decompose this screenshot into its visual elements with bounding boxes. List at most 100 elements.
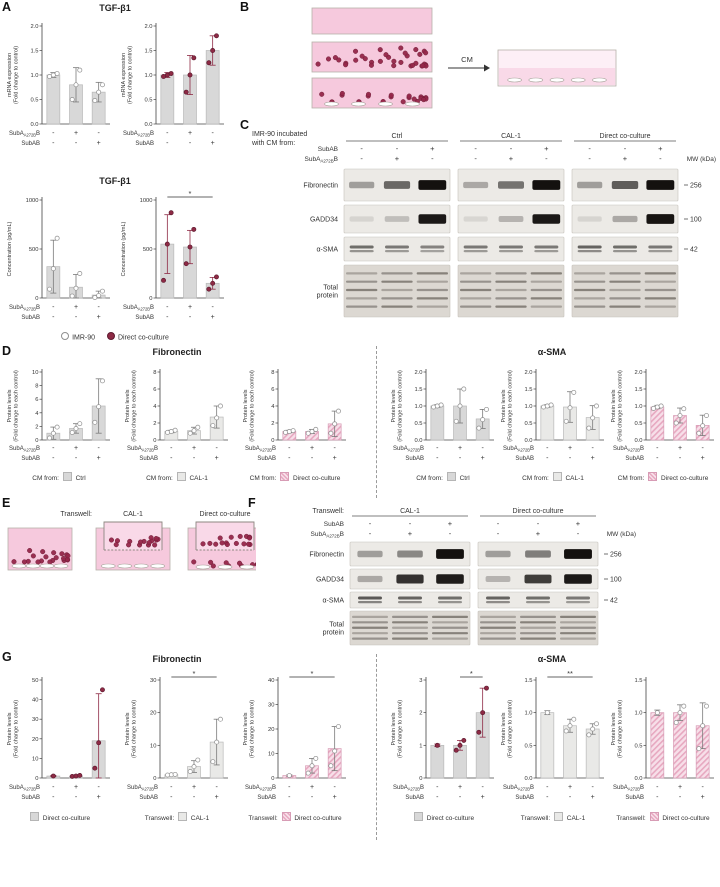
svg-text:Transwell:: Transwell: [60, 511, 92, 518]
svg-text:0: 0 [35, 776, 38, 782]
svg-text:1.0: 1.0 [144, 73, 152, 79]
svg-text:-: - [215, 784, 218, 791]
svg-text:-: - [75, 314, 78, 321]
panel-label-f: F [248, 496, 256, 510]
chart-d-asma-cal1: 0.0 0.5 1.0 1.5 2.0 Protein levels (Fold chang… [498, 362, 608, 483]
svg-text:-: - [409, 519, 412, 528]
svg-text:-: - [591, 445, 594, 452]
svg-text:SubAA272BB: SubAA272BB [123, 305, 154, 311]
svg-text:(Fold change to control): (Fold change to control) [132, 700, 138, 758]
svg-text:0: 0 [35, 296, 38, 302]
svg-text:-: - [170, 794, 173, 801]
svg-text:-: - [189, 140, 192, 147]
svg-text:Protein levels: Protein levels [243, 389, 249, 422]
svg-text:-: - [436, 455, 439, 462]
svg-text:SubAB: SubAB [405, 456, 424, 462]
svg-text:+: + [97, 455, 101, 462]
chart-svg: 0.0 0.5 1.0 1.5 Protein levels (Fold change t… [611, 677, 714, 801]
legend-swatch-icon [177, 812, 187, 821]
chart-svg: 0.0 0.5 1.0 1.5 2.0 Protein levels (Fold chang… [611, 369, 714, 462]
svg-text:+: + [430, 144, 435, 153]
svg-text:2.0: 2.0 [144, 24, 152, 30]
svg-text:-: - [52, 130, 55, 137]
svg-text:-: - [369, 529, 372, 538]
svg-text:100: 100 [690, 217, 702, 224]
svg-text:6: 6 [153, 387, 156, 393]
svg-text:-: - [52, 445, 55, 452]
svg-text:+: + [678, 784, 682, 791]
svg-text:30: 30 [150, 678, 156, 684]
svg-text:10: 10 [32, 370, 38, 376]
svg-text:-: - [546, 455, 549, 462]
chart-svg: 0.0 0.5 1.0 1.5 2.0 mRNA expression (Fold chan… [7, 23, 110, 147]
svg-text:α-SMA: α-SMA [322, 598, 344, 605]
svg-text:+: + [701, 794, 705, 801]
chart-svg: 0 1 2 3 Protein levels (Fold change to contro… [391, 669, 494, 801]
svg-text:+: + [310, 784, 314, 791]
svg-text:-: - [193, 794, 196, 801]
svg-text:-: - [569, 455, 572, 462]
svg-text:SubAB: SubAB [257, 456, 276, 462]
panel-d-title-fibronectin: Fibronectin [152, 347, 202, 357]
chart-a-elisa-imr90: 0 500 1000 Concentration (pg/mL) SubAA272BB -… [4, 190, 114, 331]
svg-text:*: * [470, 670, 473, 678]
svg-text:1.0: 1.0 [524, 404, 532, 410]
svg-text:SubAB: SubAB [625, 456, 644, 462]
chart-legend: CM from: Ctrl [4, 472, 114, 483]
panel-g-divider [376, 654, 377, 840]
svg-text:-: - [360, 154, 363, 163]
svg-text:+: + [576, 519, 581, 528]
svg-text:-: - [591, 784, 594, 791]
svg-text:Protein levels: Protein levels [125, 712, 131, 745]
svg-text:1000: 1000 [140, 198, 153, 204]
svg-text:0.5: 0.5 [634, 743, 642, 749]
blot-svg: IMR-90 incubated with CM from: Ctrl CAL-1 Di… [251, 131, 716, 318]
svg-text:IMR-90 incubated: IMR-90 incubated [252, 131, 307, 138]
svg-text:-: - [656, 784, 659, 791]
svg-text:SubAA272BB: SubAA272BB [127, 446, 158, 452]
chart-g-asma-coculture: 0 1 2 3 Protein levels (Fold change to contro… [388, 669, 498, 823]
svg-text:-: - [288, 794, 291, 801]
svg-text:20: 20 [32, 737, 38, 743]
svg-text:0.0: 0.0 [524, 438, 532, 444]
svg-text:CAL-1: CAL-1 [400, 508, 420, 515]
svg-text:-: - [75, 794, 78, 801]
svg-text:CM: CM [461, 55, 473, 64]
svg-text:0: 0 [153, 438, 156, 444]
svg-text:-: - [546, 784, 549, 791]
svg-text:(Fold change to control): (Fold change to control) [250, 700, 256, 758]
svg-text:1.5: 1.5 [634, 387, 642, 393]
svg-text:-: - [510, 144, 513, 153]
svg-text:0.5: 0.5 [144, 98, 152, 104]
svg-text:SubAB: SubAB [139, 795, 158, 801]
svg-text:0.0: 0.0 [30, 122, 38, 128]
svg-text:2.0: 2.0 [414, 370, 422, 376]
svg-text:SubAB: SubAB [324, 521, 344, 528]
svg-text:+: + [192, 445, 196, 452]
svg-text:+: + [544, 144, 549, 153]
svg-text:42: 42 [690, 247, 698, 254]
svg-text:SubAB: SubAB [21, 456, 40, 462]
svg-text:8: 8 [271, 370, 274, 376]
svg-text:+: + [591, 455, 595, 462]
svg-text:0: 0 [419, 776, 422, 782]
legend-swatch-icon [62, 472, 72, 481]
svg-text:SubAA272BB: SubAA272BB [305, 156, 338, 163]
svg-text:4: 4 [35, 411, 39, 417]
svg-text:500: 500 [143, 247, 153, 253]
svg-text:Total: Total [329, 622, 344, 629]
svg-text:0: 0 [35, 438, 38, 444]
svg-text:2.0: 2.0 [30, 24, 38, 30]
svg-text:0.5: 0.5 [524, 421, 532, 427]
svg-text:10: 10 [32, 756, 38, 762]
svg-text:+: + [591, 794, 595, 801]
svg-text:SubAB: SubAB [515, 456, 534, 462]
chart-g-fibronectin-coculture: 0 10 20 30 40 50 Protein levels (Fold change to… [4, 670, 114, 823]
svg-text:SubAA272BB: SubAA272BB [9, 446, 40, 452]
chart-d-fibronectin-coculture: 0 2 4 6 8 Protein levels (Fold change to each … [240, 362, 350, 483]
svg-text:+: + [458, 784, 462, 791]
svg-text:1000: 1000 [26, 198, 39, 204]
chart-svg: 0.0 0.5 1.0 1.5 Protein levels (Fold change t… [501, 669, 604, 801]
svg-text:-: - [311, 455, 314, 462]
svg-text:Direct co-culture: Direct co-culture [200, 511, 251, 518]
